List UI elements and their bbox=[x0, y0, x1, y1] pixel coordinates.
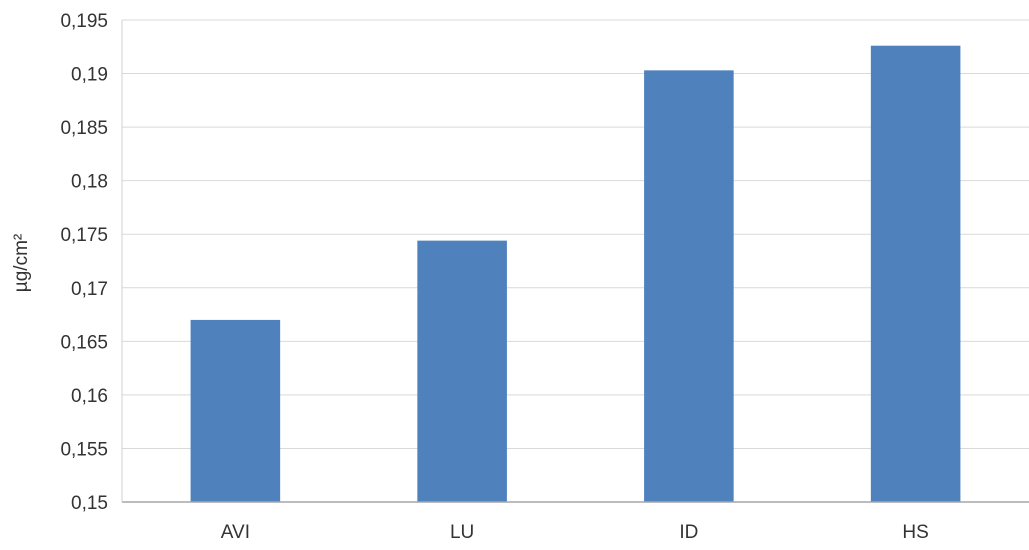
bar-id bbox=[644, 70, 734, 502]
x-tick-label: HS bbox=[902, 522, 928, 543]
y-tick-label: 0,155 bbox=[60, 439, 108, 460]
bar-avi bbox=[190, 319, 281, 502]
y-tick-label: 0,16 bbox=[71, 386, 108, 407]
y-tick-label: 0,15 bbox=[71, 493, 108, 514]
y-tick-label: 0,185 bbox=[60, 118, 108, 139]
x-tick-label: LU bbox=[450, 522, 474, 543]
bar-hs bbox=[870, 45, 961, 502]
x-tick-label: ID bbox=[679, 522, 698, 543]
y-axis-title: µg/cm² bbox=[11, 234, 32, 292]
y-tick-label: 0,195 bbox=[60, 11, 108, 32]
x-tick-label: AVI bbox=[221, 522, 250, 543]
y-tick-label: 0,17 bbox=[71, 279, 108, 300]
y-tick-label: 0,19 bbox=[71, 65, 108, 86]
bar-lu bbox=[417, 240, 507, 502]
y-tick-label: 0,175 bbox=[60, 225, 108, 246]
bars bbox=[190, 45, 961, 502]
y-tick-label: 0,18 bbox=[71, 172, 108, 193]
y-tick-label: 0,165 bbox=[60, 332, 108, 353]
x-tick-labels: AVI LU ID HS bbox=[221, 522, 929, 543]
y-tick-labels: 0,15 0,155 0,16 0,165 0,17 0,175 0,18 0,185 0,19… bbox=[60, 11, 108, 514]
